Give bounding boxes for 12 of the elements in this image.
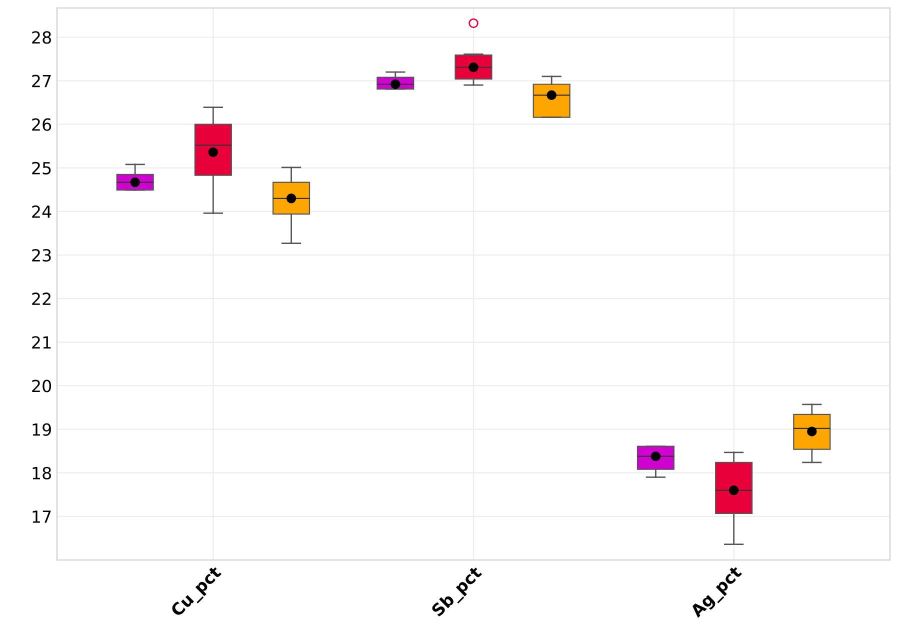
y-tick-label: 21	[32, 336, 51, 348]
y-tick-label: 19	[32, 423, 51, 436]
y-tick-label: 24	[32, 205, 52, 218]
y-tick-label: 27	[32, 74, 51, 88]
y-tick-label: 22	[32, 292, 50, 305]
y-tick-label: 23	[32, 248, 51, 262]
y-tick-label: 28	[32, 31, 51, 44]
y-tick-label: 18	[32, 466, 51, 480]
y-tick-label: 17	[32, 510, 51, 523]
y-tick-label: 20	[32, 380, 52, 392]
y-tick-label: 25	[32, 162, 51, 174]
y-tick-label: 26	[32, 118, 52, 131]
